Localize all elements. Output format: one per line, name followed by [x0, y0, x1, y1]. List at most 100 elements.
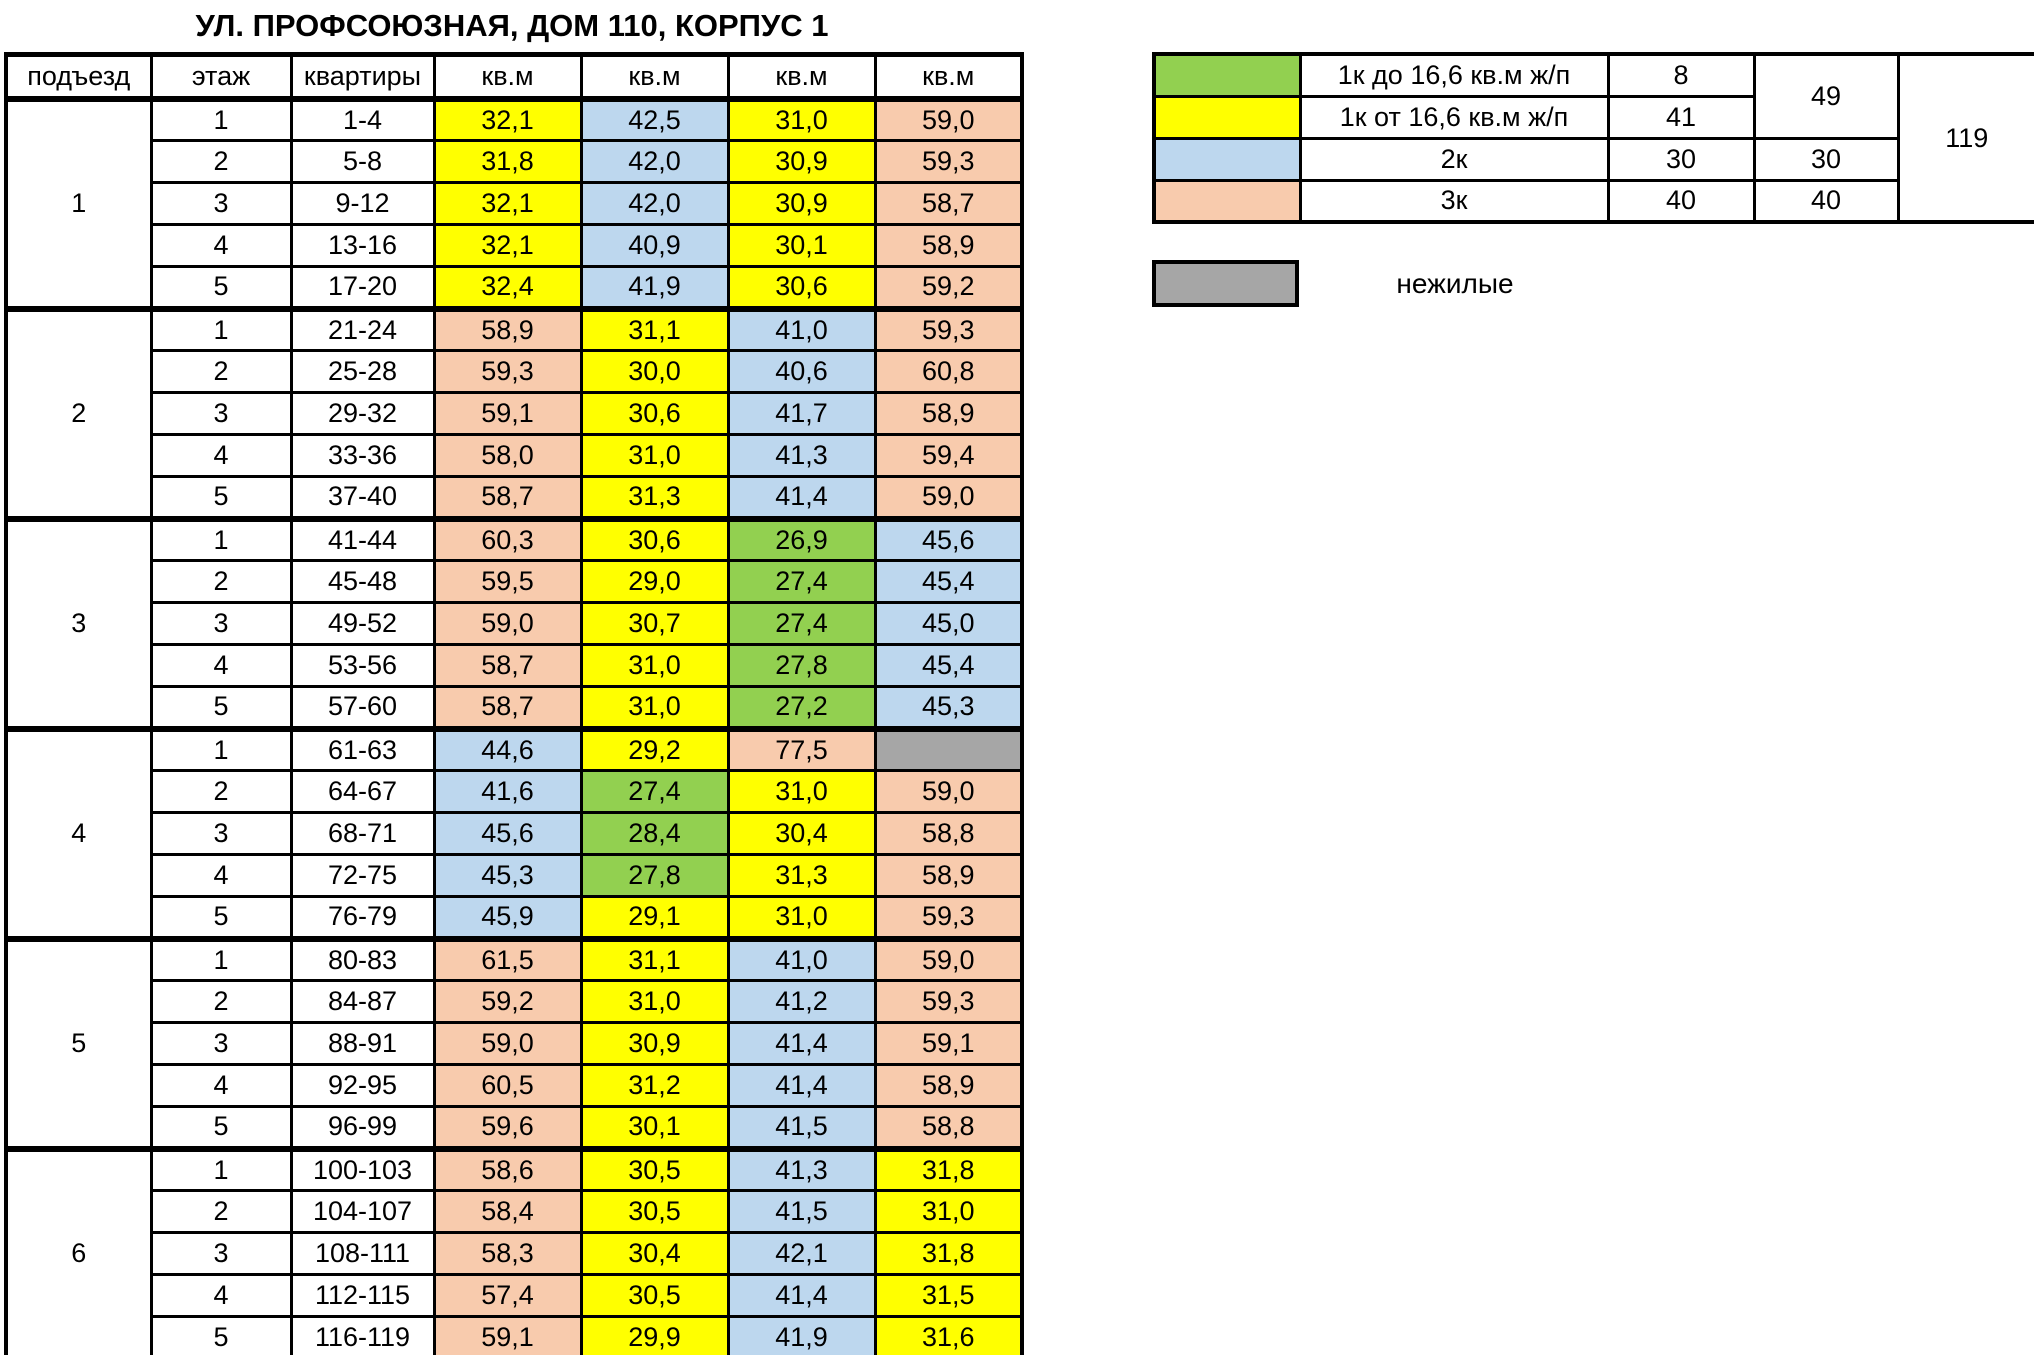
legend-row: 3к 40 40: [1152, 178, 2034, 224]
floor-cell: 2: [149, 559, 293, 604]
area-cell-yellow: 32,1: [432, 223, 583, 268]
floor-cell: 3: [149, 181, 293, 226]
area-cell-blue: 41,5: [726, 1189, 877, 1234]
apartments-cell: 49-52: [289, 601, 436, 646]
area-cell-yellow: 30,9: [726, 139, 877, 184]
area-cell-peach: 58,4: [432, 1189, 583, 1234]
area-cell-yellow: 29,2: [579, 725, 730, 772]
header-area-2: кв.м: [579, 52, 730, 101]
area-cell-blue: 45,9: [432, 895, 583, 940]
area-cell-peach: 57,4: [432, 1273, 583, 1318]
area-cell-yellow: 30,5: [579, 1145, 730, 1192]
area-cell-blue: 42,1: [726, 1231, 877, 1276]
floor-cell: 2: [149, 139, 293, 184]
floor-cell: 5: [149, 685, 293, 730]
floor-cell: 3: [149, 391, 293, 436]
legend-label: 1к от 16,6 кв.м ж/п: [1298, 94, 1610, 140]
area-cell-peach: 58,7: [432, 475, 583, 520]
table-row: 2 64-67 41,6 27,4 31,0 59,0: [6, 769, 1024, 814]
page-title: УЛ. ПРОФСОЮЗНАЯ, ДОМ 110, КОРПУС 1: [195, 8, 829, 43]
apartments-cell: 96-99: [289, 1105, 436, 1150]
area-cell-yellow: 31,5: [873, 1273, 1024, 1318]
table-row: 5 76-79 45,9 29,1 31,0 59,3: [6, 895, 1024, 940]
area-cell-peach: 59,6: [432, 1105, 583, 1150]
apartments-cell: 68-71: [289, 811, 436, 856]
apartments-cell: 112-115: [289, 1273, 436, 1318]
legend-swatch-3k: [1152, 178, 1302, 224]
floor-cell: 4: [149, 223, 293, 268]
area-cell-peach: 59,5: [432, 559, 583, 604]
area-cell-peach: 59,0: [873, 95, 1024, 142]
apartments-cell: 88-91: [289, 1021, 436, 1066]
area-cell-blue: 41,7: [726, 391, 877, 436]
area-cell-peach: 59,3: [873, 139, 1024, 184]
area-cell-peach: 59,0: [432, 601, 583, 646]
table-row: 3 9-12 32,1 42,0 30,9 58,7: [6, 181, 1024, 226]
area-cell-blue: 45,3: [873, 685, 1024, 730]
area-cell-yellow: 31,6: [873, 1315, 1024, 1355]
area-cell-green: 26,9: [726, 515, 877, 562]
apartments-cell: 53-56: [289, 643, 436, 688]
floor-cell: 5: [149, 475, 293, 520]
area-cell-peach: 60,3: [432, 515, 583, 562]
area-cell-yellow: 30,6: [579, 515, 730, 562]
table-row: 4 72-75 45,3 27,8 31,3 58,9: [6, 853, 1024, 898]
legend-row: 1к от 16,6 кв.м ж/п 41: [1152, 94, 2034, 140]
legend-label: 2к: [1298, 136, 1610, 182]
area-cell-green: 27,4: [726, 601, 877, 646]
header-area-1: кв.м: [432, 52, 583, 101]
table-row: 4 1 61-63 44,6 29,2 77,5: [4, 725, 1024, 942]
legend-row: 1к до 16,6 кв.м ж/п 8 49 119: [1152, 52, 2034, 224]
table-row: 4 112-115 57,4 30,5 41,4 31,5: [6, 1273, 1024, 1318]
area-cell-yellow: 31,0: [726, 895, 877, 940]
building-table-body: 1 1 1-4 32,1 42,5 31,0 59,0 2 5-8 31,8 42,0 30,9 59,…: [4, 95, 1024, 1355]
header-entrance: подъезд: [4, 52, 153, 101]
area-cell-peach: 59,3: [873, 305, 1024, 352]
floor-cell: 2: [149, 349, 293, 394]
apartments-cell: 1-4: [289, 95, 436, 142]
area-cell-peach: 59,1: [432, 391, 583, 436]
legend-swatch-1k-small: [1152, 52, 1302, 98]
area-cell-peach: 59,1: [432, 1315, 583, 1355]
apartments-cell: 37-40: [289, 475, 436, 520]
legend-subtotal-1k: 49: [1752, 52, 1900, 140]
legend-table: 1к до 16,6 кв.м ж/п 8 49 119 1к от 16,6 …: [1152, 52, 2034, 224]
table-row: 4 33-36 58,0 31,0 41,3 59,4: [6, 433, 1024, 478]
table-row: 2 45-48 59,5 29,0 27,4 45,4: [6, 559, 1024, 604]
legend-subtotal: 30: [1752, 136, 1900, 182]
apartments-cell: 64-67: [289, 769, 436, 814]
area-cell-yellow: 30,1: [579, 1105, 730, 1150]
floor-cell: 4: [149, 643, 293, 688]
area-cell-blue: 41,3: [726, 433, 877, 478]
area-cell-peach: 77,5: [726, 725, 877, 772]
area-cell-peach: 58,9: [873, 391, 1024, 436]
entrance-cell: 5: [4, 935, 153, 1152]
apartments-cell: 104-107: [289, 1189, 436, 1234]
area-cell-peach: 59,3: [873, 895, 1024, 940]
table-row: 4 13-16 32,1 40,9 30,1 58,9: [6, 223, 1024, 268]
area-cell-yellow: 31,0: [873, 1189, 1024, 1234]
area-cell-yellow: 31,3: [579, 475, 730, 520]
area-cell-blue: 45,4: [873, 643, 1024, 688]
area-cell-peach: 60,5: [432, 1063, 583, 1108]
floor-cell: 4: [149, 1273, 293, 1318]
area-cell-peach: 58,7: [432, 685, 583, 730]
table-row: 2 5-8 31,8 42,0 30,9 59,3: [6, 139, 1024, 184]
apartments-cell: 5-8: [289, 139, 436, 184]
apartments-cell: 33-36: [289, 433, 436, 478]
floor-cell: 3: [149, 1231, 293, 1276]
area-cell-blue: 41,4: [726, 1273, 877, 1318]
apartments-cell: 29-32: [289, 391, 436, 436]
area-cell-green: 27,8: [726, 643, 877, 688]
area-cell-yellow: 29,0: [579, 559, 730, 604]
area-cell-blue: 41,3: [726, 1145, 877, 1192]
apartments-cell: 25-28: [289, 349, 436, 394]
apartments-cell: 21-24: [289, 305, 436, 352]
header-area-4: кв.м: [873, 52, 1024, 101]
area-cell-blue: 45,3: [432, 853, 583, 898]
floor-cell: 1: [149, 515, 293, 562]
floor-cell: 4: [149, 853, 293, 898]
header-apartments: квартиры: [289, 52, 436, 101]
table-row: 2 84-87 59,2 31,0 41,2 59,3: [6, 979, 1024, 1024]
apartments-cell: 108-111: [289, 1231, 436, 1276]
